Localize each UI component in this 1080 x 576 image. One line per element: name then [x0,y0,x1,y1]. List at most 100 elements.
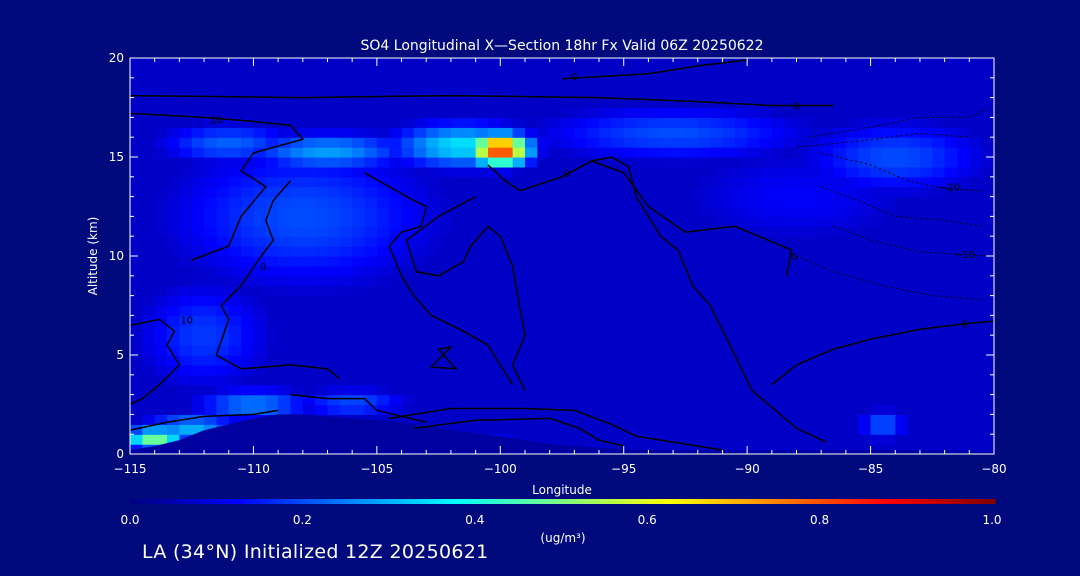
heat-cell [636,295,649,307]
heat-cell [771,117,785,128]
heat-cell [537,137,551,148]
heat-cell [845,196,859,208]
heat-cell [574,394,588,406]
heat-cell [142,206,156,217]
heat-cell [599,265,612,277]
heat-cell [487,127,501,138]
heat-cell [315,275,329,287]
heat-cell [562,67,575,79]
heat-cell [327,127,341,138]
heat-cell [586,414,600,425]
heat-cell [907,186,921,198]
heat-cell [253,147,267,158]
heat-cell [845,285,859,297]
heat-cell [660,186,674,198]
heat-cell [599,226,612,237]
heat-cell [574,355,588,366]
heat-cell [611,285,625,297]
heat-cell [636,315,649,326]
heat-cell [932,394,946,406]
heat-cell [389,404,403,415]
heat-cell [339,58,353,69]
heat-cell [130,355,143,366]
heat-cell [636,77,649,89]
heat-cell [500,87,514,99]
heat-cell [450,166,464,178]
heat-cell [401,246,415,257]
heat-cell [673,186,687,198]
heat-cell [833,166,847,178]
heat-cell [241,256,255,267]
heat-cell [771,137,785,148]
heat-cell [413,236,427,247]
heat-cell [759,137,773,148]
heat-cell [870,256,884,267]
heat-cell [216,107,230,118]
heat-cell [142,265,156,277]
heat-cell [130,157,143,168]
heat-cell [784,137,798,148]
heat-cell [599,77,612,89]
heat-cell [413,246,427,257]
heat-cell [191,58,205,69]
heat-cell [265,265,279,277]
heat-cell [956,275,970,287]
heat-cell [463,315,477,326]
heat-cell [167,166,180,178]
heat-cell [290,404,304,415]
heat-cell [574,325,588,336]
heat-cell [352,246,366,257]
heat-cell [524,176,538,188]
heat-cell [413,265,427,277]
heat-cell [389,176,403,188]
heat-cell [697,285,711,297]
heat-cell [524,374,538,386]
heat-cell [562,226,575,237]
heat-cell [142,275,156,287]
heat-cell [734,275,748,287]
heat-cell [956,364,970,376]
heat-cell [463,137,477,148]
heat-cell [438,305,452,316]
heat-cell [660,196,674,208]
heat-cell [697,275,711,287]
heat-cell [562,424,575,435]
heat-cell [426,256,440,267]
contour-line [405,195,526,391]
heat-cell [919,186,933,198]
heat-cell [969,176,983,188]
heat-cell [697,97,711,109]
heat-cell [648,87,662,99]
heat-cell [463,226,477,237]
heat-cell [722,117,736,128]
heat-cell [660,58,674,69]
heat-cell [944,434,958,445]
heat-cell [376,295,390,307]
heat-cell [845,87,859,99]
heat-cell [981,275,994,287]
heat-cell [512,67,526,79]
contour-label: 0 [791,252,797,263]
heat-cell [574,305,588,316]
heat-cell [697,374,711,386]
heat-cell [932,137,946,148]
heat-cell [537,315,551,326]
heat-cell [315,147,329,158]
heat-cell [685,206,699,217]
heat-cell [845,374,859,386]
heat-cell [710,345,724,356]
heat-cell [599,67,612,79]
heat-cell [475,236,489,247]
heat-cell [636,305,649,316]
heat-cell [463,305,477,316]
heat-cell [315,404,329,415]
heat-cell [327,335,341,346]
heat-cell [956,414,970,425]
heat-cell [771,87,785,99]
heat-cell [487,77,501,89]
heat-cell [734,77,748,89]
heat-cell [771,58,785,69]
heat-cell [278,275,292,287]
heat-cell [586,374,600,386]
heat-cell [352,147,366,158]
